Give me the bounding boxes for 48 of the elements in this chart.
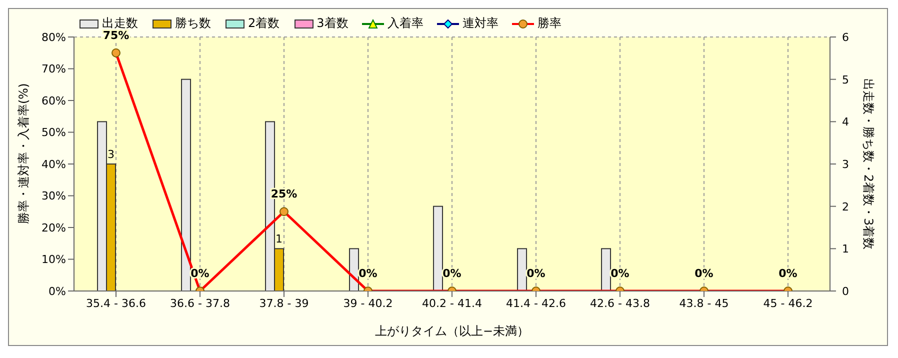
y2-tick-label: 3 — [842, 158, 849, 171]
data-label: 1 — [276, 232, 283, 246]
x-tick-label: 42.6 - 43.8 — [590, 296, 650, 310]
x-tick-label: 35.4 - 36.6 — [86, 296, 146, 310]
data-label: 0% — [526, 267, 546, 280]
x-tick-label: 36.6 - 37.8 — [170, 296, 230, 310]
y-tick-label: 60% — [42, 94, 66, 108]
legend-label: 3着数 — [316, 15, 348, 32]
data-label: 0% — [358, 267, 378, 280]
y2-tick-label: 0 — [842, 285, 849, 298]
y-tick-label: 0% — [48, 284, 66, 298]
data-label: 0% — [778, 267, 798, 280]
y-tick-label: 10% — [42, 253, 66, 266]
bar — [601, 248, 612, 292]
y2-axis-title: 出走数・勝ち数・2着数・3着数 — [861, 78, 876, 250]
y2-tick-label: 4 — [842, 116, 849, 129]
y2-tick-label: 2 — [842, 200, 849, 214]
legend-label: 出走数 — [102, 15, 138, 30]
x-tick-label: 43.8 - 45 — [679, 296, 729, 310]
x-tick-label: 45 - 46.2 — [763, 296, 813, 310]
data-label: 0% — [610, 267, 630, 280]
x-axis-title: 上がりタイム（以上−未満） — [374, 324, 530, 338]
bar — [181, 78, 192, 292]
x-tick-label: 41.4 - 42.6 — [506, 296, 566, 310]
data-label: 3 — [108, 148, 115, 161]
y-tick-label: 50% — [42, 126, 66, 140]
x-tick-label: 39 - 40.2 — [343, 296, 393, 310]
bar — [433, 206, 444, 292]
y2-tick-label: 6 — [842, 31, 849, 44]
data-label: 0% — [694, 267, 714, 280]
y-tick-label: 70% — [42, 62, 66, 76]
legend-label: 勝率 — [537, 15, 562, 32]
bar — [517, 248, 528, 292]
y2-tick-label: 1 — [842, 242, 849, 256]
y-tick-label: 40% — [42, 158, 66, 171]
x-tick-label: 37.8 - 39 — [259, 296, 309, 310]
y2-tick-label: 5 — [842, 73, 849, 86]
legend-label: 勝ち数 — [175, 15, 211, 32]
legend-label: 入着率 — [387, 15, 424, 32]
y-tick-label: 30% — [42, 190, 66, 203]
y-axis-title: 勝率・連対率・入着率(%) — [16, 83, 30, 224]
x-tick-label: 40.2 - 41.4 — [422, 296, 482, 310]
legend-label: 2着数 — [248, 15, 280, 32]
data-label: 0% — [442, 267, 462, 280]
legend-label: 連対率 — [462, 15, 498, 32]
y-tick-label: 80% — [42, 30, 66, 44]
data-label: 75% — [102, 28, 130, 42]
y-tick-label: 20% — [42, 221, 66, 234]
